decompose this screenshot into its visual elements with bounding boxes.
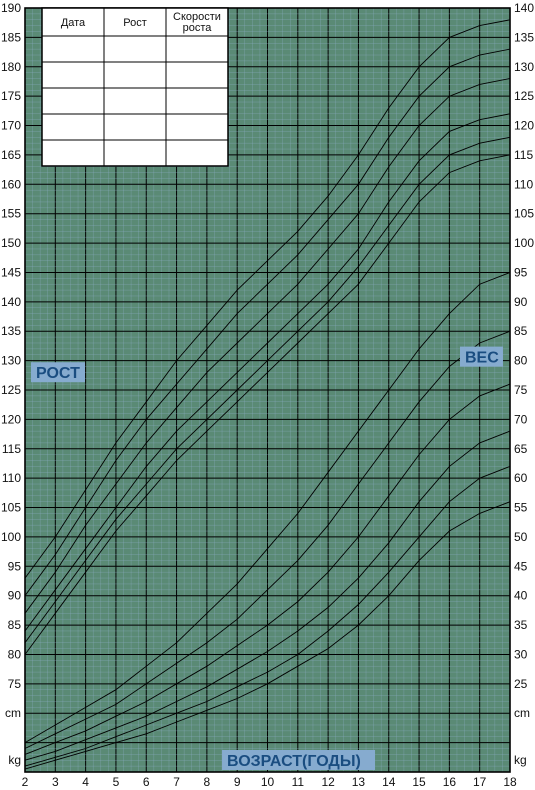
left-tick: 75 (8, 677, 22, 691)
x-tick: 7 (173, 775, 180, 789)
left-tick: 95 (8, 559, 22, 573)
x-tick: 8 (204, 775, 211, 789)
left-tick: 105 (1, 501, 21, 515)
right-tick: 115 (514, 148, 533, 162)
x-tick: 14 (382, 775, 396, 789)
right-tick: 120 (514, 119, 534, 133)
left-tick: 190 (1, 1, 21, 15)
height-label: РОСТ (36, 365, 80, 382)
left-tick: 145 (1, 265, 21, 279)
right-tick: 55 (514, 501, 528, 515)
right-tick: 70 (514, 412, 528, 426)
left-tick: 80 (8, 647, 22, 661)
x-tick: 6 (143, 775, 150, 789)
right-tick: 125 (514, 89, 534, 103)
right-tick: 80 (514, 354, 528, 368)
right-tick: 100 (514, 236, 534, 250)
right-tick: 40 (514, 589, 528, 603)
left-tick: 165 (1, 148, 21, 162)
right-tick: 35 (514, 618, 528, 632)
right-tick: 135 (514, 30, 534, 44)
right-tick: 85 (514, 324, 528, 338)
table-header: Рост (123, 17, 147, 29)
table-header: Дата (61, 17, 86, 29)
x-axis-title: ВОЗРАСТ(ГОДЫ) (227, 753, 361, 770)
left-tick: 155 (1, 207, 21, 221)
left-tick: 170 (1, 119, 21, 133)
left-tick: 185 (1, 30, 21, 44)
right-tick: 60 (514, 471, 528, 485)
right-tick: 110 (514, 177, 533, 191)
x-tick: 17 (473, 775, 487, 789)
chart-svg: 2345678910111213141516171875808590951001… (0, 0, 535, 790)
right-unit-kg: kg (514, 753, 527, 767)
x-tick: 10 (261, 775, 275, 789)
right-tick: 65 (514, 442, 528, 456)
right-tick: 130 (514, 60, 534, 74)
table-header: роста (183, 22, 213, 34)
left-tick: 110 (2, 471, 21, 485)
x-tick: 5 (113, 775, 120, 789)
growth-chart: 2345678910111213141516171875808590951001… (0, 0, 535, 790)
right-tick: 140 (514, 1, 534, 15)
left-tick: 130 (1, 354, 21, 368)
left-tick: 120 (1, 412, 21, 426)
left-unit-kg: kg (8, 753, 21, 767)
right-tick: 90 (514, 295, 528, 309)
right-tick: 45 (514, 559, 528, 573)
left-tick: 180 (1, 60, 21, 74)
right-tick: 50 (514, 530, 528, 544)
left-unit-cm: cm (5, 706, 21, 720)
left-tick: 100 (1, 530, 21, 544)
right-tick: 105 (514, 207, 534, 221)
left-tick: 135 (1, 324, 21, 338)
left-tick: 85 (8, 618, 22, 632)
x-tick: 13 (352, 775, 366, 789)
left-tick: 140 (1, 295, 21, 309)
right-unit-cm: cm (514, 706, 530, 720)
left-tick: 160 (1, 177, 21, 191)
x-tick: 16 (443, 775, 457, 789)
x-tick: 12 (321, 775, 335, 789)
x-tick: 15 (412, 775, 426, 789)
left-tick: 115 (2, 442, 21, 456)
right-tick: 95 (514, 265, 528, 279)
right-tick: 75 (514, 383, 528, 397)
left-tick: 125 (1, 383, 21, 397)
left-tick: 175 (1, 89, 21, 103)
x-tick: 9 (234, 775, 241, 789)
x-tick: 4 (82, 775, 89, 789)
weight-label: ВЕС (465, 350, 499, 367)
x-tick: 2 (22, 775, 29, 789)
x-tick: 3 (52, 775, 59, 789)
right-tick: 25 (514, 677, 528, 691)
left-tick: 90 (8, 589, 22, 603)
right-tick: 30 (514, 647, 528, 661)
x-tick: 18 (503, 775, 517, 789)
left-tick: 150 (1, 236, 21, 250)
x-tick: 11 (292, 775, 305, 789)
